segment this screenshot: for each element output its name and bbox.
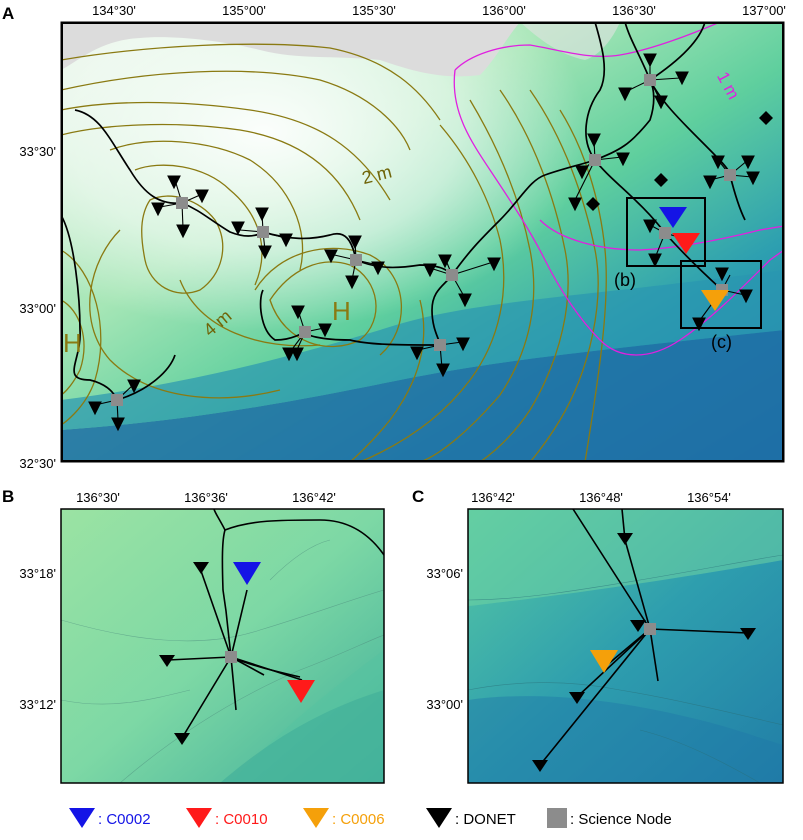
inset-box-b xyxy=(626,197,706,267)
node-cluster-5 xyxy=(410,337,470,378)
panel-a-x-axis: 134°30' 135°00' 135°30' 136°00' 136°30' … xyxy=(92,3,786,18)
panel-b-donet-marker xyxy=(159,655,175,667)
inset-label-b: (b) xyxy=(614,270,636,290)
panel-b-donet-marker xyxy=(193,562,209,574)
panel-a-c0002-marker xyxy=(659,207,687,228)
panel-b-donet-marker xyxy=(174,733,190,745)
inset-label-c: (c) xyxy=(711,332,732,352)
panel-c-ytick: 33°06' xyxy=(426,566,463,581)
panel-a-land xyxy=(61,22,520,77)
legend-c0010-label: : C0010 xyxy=(215,811,268,828)
panel-b-xtick: 136°30' xyxy=(76,490,120,505)
node-cluster-11 xyxy=(643,219,689,268)
panel-a-xtick: 136°30' xyxy=(612,3,656,18)
panel-a-c0006-marker xyxy=(701,290,729,311)
legend-c0006-label: : C0006 xyxy=(332,811,385,828)
inset-box-c xyxy=(680,260,762,329)
node-cluster-8 xyxy=(568,133,630,212)
legend-donet-marker xyxy=(426,808,452,828)
panel-c-xtick: 136°48' xyxy=(579,490,623,505)
high-marker-center: H xyxy=(332,296,351,326)
panel-c-map xyxy=(468,509,783,783)
panel-b-xtick: 136°42' xyxy=(292,490,336,505)
high-marker-west: H xyxy=(63,328,82,358)
panel-c-donet-marker xyxy=(617,533,633,545)
panel-c-label: C xyxy=(412,487,424,506)
panel-a-map: 1 m 2 m 4 m H H (b) (c) xyxy=(61,22,784,462)
panel-a-xtick: 135°30' xyxy=(352,3,396,18)
panel-a-xtick: 136°00' xyxy=(482,3,526,18)
panel-b-y-axis: 33°18' 33°12' xyxy=(19,566,56,712)
panel-b-bathymetry xyxy=(61,539,384,783)
panel-b-map xyxy=(61,509,384,783)
panel-c-shelf xyxy=(468,509,783,606)
panel-b-deeper xyxy=(220,690,384,783)
panel-b-ytick: 33°18' xyxy=(19,566,56,581)
legend-donet-label: : DONET xyxy=(455,811,516,828)
panel-b-c0010-marker xyxy=(287,680,315,703)
panel-a-xtick: 134°30' xyxy=(92,3,136,18)
legend-science-node-label: : Science Node xyxy=(570,811,672,828)
panel-c-y-axis: 33°06' 33°00' xyxy=(426,566,463,712)
node-cluster-10 xyxy=(703,155,760,190)
panel-a-diamonds xyxy=(586,111,773,211)
panel-a-shelf-highlight xyxy=(61,22,784,462)
panel-c-xtick: 136°42' xyxy=(471,490,515,505)
panel-a-frame-ticks xyxy=(61,22,784,462)
panel-b-frame xyxy=(60,508,385,784)
legend-c0002-label: : C0002 xyxy=(98,811,151,828)
panel-a-ytick: 33°00' xyxy=(19,301,56,316)
panel-c-ytick: 33°00' xyxy=(426,697,463,712)
node-cluster-4 xyxy=(423,254,501,308)
panel-b-label: B xyxy=(2,487,14,506)
panel-a-xtick: 135°00' xyxy=(222,3,266,18)
panel-a-c0010-marker xyxy=(672,233,700,254)
legend-science-node-marker xyxy=(547,808,567,828)
panel-c-donet-marker xyxy=(569,692,585,704)
node-cluster-6 xyxy=(282,305,332,362)
panel-c-x-axis: 136°42' 136°48' 136°54' xyxy=(471,490,731,505)
panel-c-donet-marker xyxy=(740,628,756,640)
panel-b-ytick: 33°12' xyxy=(19,697,56,712)
panel-c-bathymetry xyxy=(468,554,783,783)
legend: : C0002 : C0010 : C0006 : DONET : Scienc… xyxy=(69,808,672,828)
panel-b-c0002-marker xyxy=(233,562,261,585)
node-cluster-7 xyxy=(88,379,141,432)
panel-c-donet-marker xyxy=(630,620,646,632)
panel-a-label: A xyxy=(2,4,14,23)
node-cluster-3 xyxy=(324,235,385,290)
node-cluster-1 xyxy=(151,175,209,239)
legend-c0010-marker xyxy=(186,808,212,828)
panel-c-cables xyxy=(539,509,749,766)
panel-b-science-node xyxy=(225,651,237,663)
panel-c-science-node xyxy=(644,623,656,635)
panel-a-xtick: 137°00' xyxy=(742,3,786,18)
node-cluster-9 xyxy=(618,53,689,110)
panel-b-xtick: 136°36' xyxy=(184,490,228,505)
panel-c-frame xyxy=(467,508,784,784)
panel-b-x-axis: 136°30' 136°36' 136°42' xyxy=(76,490,336,505)
panel-a-contours xyxy=(61,43,607,462)
node-cluster-2 xyxy=(231,207,293,260)
panel-a-land-east xyxy=(520,22,620,60)
legend-c0006-marker xyxy=(303,808,329,828)
legend-c0002-marker xyxy=(69,808,95,828)
panel-a-ytick: 33°30' xyxy=(19,144,56,159)
panel-c-donet-marker xyxy=(532,760,548,772)
panel-a-y-axis: 33°30' 33°00' 32°30' xyxy=(19,144,56,471)
panel-a-cables xyxy=(61,22,746,401)
panel-c-xtick: 136°54' xyxy=(687,490,731,505)
panel-c-c0006-marker xyxy=(590,650,618,673)
panel-a-ytick: 32°30' xyxy=(19,456,56,471)
